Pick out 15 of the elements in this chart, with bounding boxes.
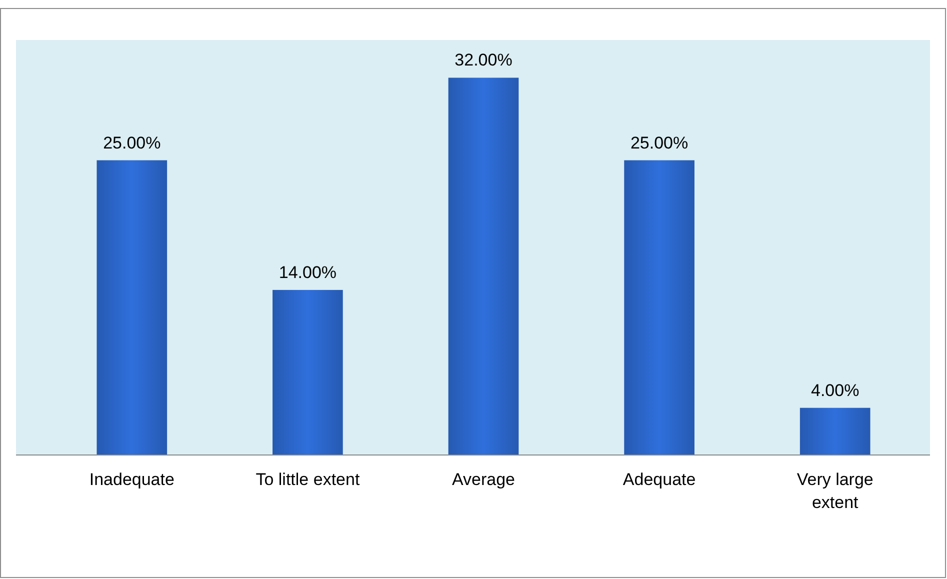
bar	[272, 290, 343, 455]
x-tick-label: Average	[452, 470, 516, 489]
x-tick-label: Inadequate	[89, 470, 174, 489]
x-tick-label: Very large extent	[796, 470, 874, 512]
data-label: 25.00%	[630, 133, 688, 152]
x-tick-label: Adequate	[622, 470, 696, 489]
data-label: 32.00%	[454, 50, 512, 70]
data-label: 4.00%	[811, 380, 860, 400]
bar	[448, 78, 519, 455]
data-label: 25.00%	[103, 133, 161, 152]
x-tick-label: To little extent	[256, 470, 360, 489]
bar	[800, 408, 870, 455]
bar	[624, 160, 694, 455]
data-label: 14.00%	[278, 262, 337, 282]
bar	[96, 160, 168, 455]
